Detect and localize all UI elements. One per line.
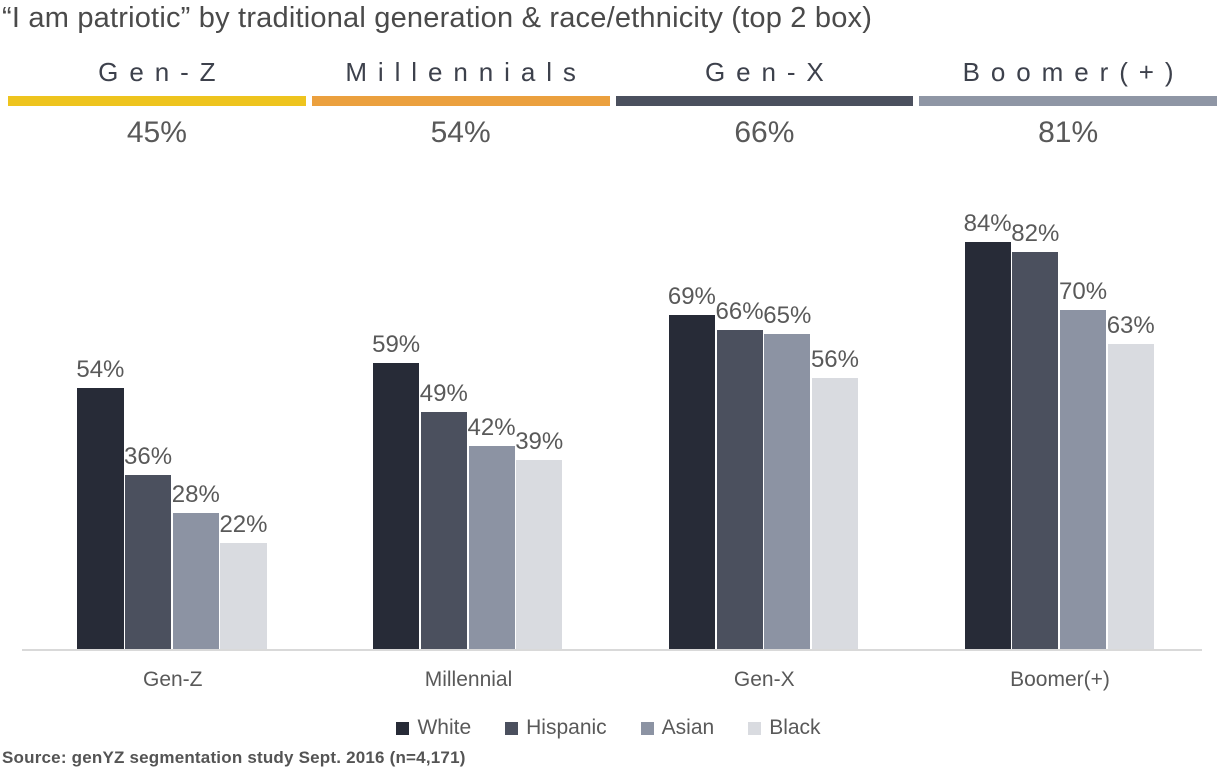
bar-white-gen-z [77,387,124,649]
bar-black-boomer [1107,344,1154,649]
bar-value-label-hispanic-gen-z: 36% [124,442,173,470]
bar-hispanic-boomer [1012,252,1059,649]
x-axis-label-millennial: Millennial [424,668,513,691]
bar-hispanic-gen-z [125,474,172,649]
bar-asian-boomer [1060,310,1107,649]
bar-value-label-hispanic-millennial: 49% [419,379,468,407]
legend-swatch-white [396,721,410,735]
legend-label: Black [769,716,821,739]
legend-label: Asian [661,716,715,739]
source-note: Source: genYZ segmentation study Sept. 2… [2,748,466,767]
bar-value-label-white-millennial: 59% [372,331,421,359]
legend-label: Hispanic [526,716,607,739]
bar-asian-gen-x [764,334,811,649]
legend-swatch-hispanic [505,721,519,735]
legend: White Hispanic Asian Black [0,714,1217,742]
bar-value-label-black-gen-z: 22% [219,510,268,538]
bar-black-millennial [516,460,563,649]
bar-white-boomer [964,242,1011,649]
generation-label: Gen-Z [98,57,227,87]
bar-value-label-asian-gen-z: 28% [171,481,220,509]
bar-value-label-white-gen-z: 54% [76,355,125,383]
generation-total: 66% [734,116,795,149]
bar-black-gen-z [220,542,267,649]
x-axis-label-gen-x: Gen-X [733,668,795,691]
generation-segment-boomer: Boomer(+) 81% [919,56,1217,149]
bar-value-label-hispanic-boomer: 82% [1011,220,1060,248]
bar-value-label-asian-gen-x: 65% [763,302,812,330]
bar-value-label-asian-boomer: 70% [1059,278,1108,306]
generation-segment-gen-z: Gen-Z 45% [8,56,306,149]
legend-item-white: White [396,716,471,740]
generation-color-band [615,96,914,106]
generation-color-band [8,96,306,106]
bar-value-label-white-boomer: 84% [963,210,1012,238]
generation-segment-gen-x: Gen-X 66% [615,56,914,149]
bar-value-label-hispanic-gen-x: 66% [715,297,764,325]
x-axis-label-boomer: Boomer(+) [1010,668,1110,691]
bar-value-label-white-gen-x: 69% [667,283,716,311]
generation-color-band [311,96,610,106]
generation-color-band [919,96,1217,106]
bar-white-gen-x [668,315,716,649]
legend-label: White [417,716,472,739]
plot-area: 54% 36% 28% 22% 59% 49% 42% 39% 69% 66% 65% 56% 84% 8… [0,159,1217,651]
bar-asian-millennial [468,445,515,649]
bar-asian-gen-z [172,513,219,649]
x-axis-labels: Gen-Z Millennial Gen-X Boomer(+) [0,668,1217,696]
generation-header: Gen-Z 45% Millennials 54% Gen-X 66% Boom… [8,56,1217,149]
generation-label: Boomer(+) [962,57,1185,87]
bar-hispanic-millennial [420,411,467,649]
legend-swatch-black [748,721,762,735]
chart-title: “I am patriotic” by traditional generati… [2,2,873,34]
bar-value-label-black-boomer: 63% [1106,312,1155,340]
bar-black-gen-x [811,377,859,649]
generation-label: Gen-X [704,57,835,87]
bar-white-millennial [373,363,420,649]
legend-item-black: Black [748,716,821,740]
bar-hispanic-gen-x [716,329,763,649]
generation-total: 45% [126,116,187,149]
generation-label: Millennials [345,57,587,87]
generation-total: 81% [1038,116,1099,149]
x-axis-line [22,649,1202,651]
legend-swatch-asian [640,721,654,735]
generation-segment-millennials: Millennials 54% [311,56,610,149]
bar-value-label-black-gen-x: 56% [810,345,859,373]
legend-item-asian: Asian [640,716,715,740]
x-axis-label-gen-z: Gen-Z [142,668,203,691]
bar-value-label-asian-millennial: 42% [467,413,516,441]
legend-item-hispanic: Hispanic [505,716,607,740]
bar-value-label-black-millennial: 39% [515,428,564,456]
generation-total: 54% [430,116,491,149]
